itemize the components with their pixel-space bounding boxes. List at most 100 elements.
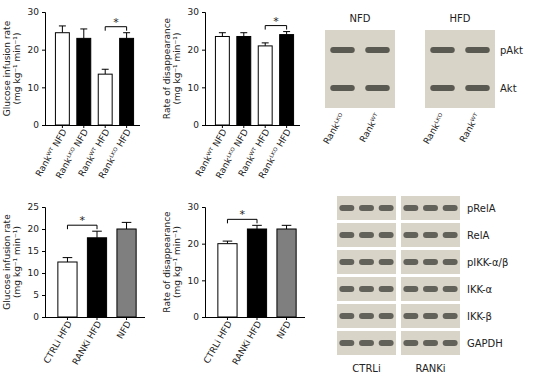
error-bar [80, 29, 87, 38]
axis-line [42, 208, 46, 318]
lane-label: Rankᴸᴷᴼ [421, 111, 447, 146]
blot-strip [337, 250, 396, 274]
tick: Rankᴸᴷᴼ HFD [257, 125, 293, 180]
blot-band [339, 232, 354, 238]
bar [117, 229, 136, 317]
tick-mark [227, 317, 228, 320]
blot-strip [337, 331, 396, 355]
blot-band [465, 85, 490, 91]
error-bar [122, 222, 132, 229]
blot-band [403, 313, 418, 319]
tick-mark [286, 317, 287, 320]
blot-strip [401, 304, 460, 328]
bar [277, 229, 296, 317]
tick: CTRLi HFD [202, 317, 234, 365]
error-bar [219, 33, 226, 37]
error-bar [63, 258, 73, 262]
bar [237, 36, 251, 125]
tick: CTRLi HFD [42, 317, 74, 365]
tick-mark [105, 125, 106, 128]
tick-mark [42, 12, 45, 13]
tick-mark [202, 244, 205, 245]
tick-label: 10 [188, 83, 200, 93]
x-axis: Rankᵂᵀ NFDRankᴸᴷᴼ NFDRankᵂᵀ HFDRankᴸᴷᴼ H… [34, 125, 140, 180]
tick: 0 [33, 120, 45, 130]
plot-area [55, 26, 133, 125]
blot-band [423, 232, 438, 238]
y-axis-title: Rate of disappearance(mg kg⁻¹ min⁻¹) [162, 211, 182, 313]
tick-label: 20 [188, 45, 200, 55]
blot-band [359, 205, 374, 211]
group-label: RANKi [415, 363, 445, 374]
blot-band [339, 340, 354, 346]
tick-mark [42, 273, 45, 274]
blot-band [430, 85, 455, 91]
immunoblot: CTRLiRANKipRelARelApIKK-α/βIKK-αIKK-βGAP… [337, 196, 508, 374]
axis-line [42, 13, 46, 126]
bar [215, 36, 229, 125]
bar [280, 35, 294, 125]
blot-strip [337, 196, 396, 220]
axis-line [202, 208, 206, 318]
bar [98, 74, 112, 125]
tick-mark [265, 125, 266, 128]
tick-label: CTRLi HFD [202, 319, 234, 365]
blot-band [339, 313, 354, 319]
tick-label: Rankᴸᴷᴼ HFD [257, 127, 293, 180]
lane-label: Rankᵂᵀ [358, 111, 383, 144]
y-axis-title: Glucose infusion rate(mg kg⁻¹ min⁻¹) [2, 20, 22, 116]
tick-mark [42, 229, 45, 230]
y-axis: 0 10 20 30 [188, 7, 206, 130]
blot-band [443, 205, 458, 211]
significance-label: * [273, 15, 279, 28]
tick: NFD [115, 317, 133, 340]
plot-area [215, 32, 293, 125]
blot-strip [401, 250, 460, 274]
blot-membrane [325, 30, 395, 108]
tick-mark [202, 12, 205, 13]
tick-label: RANKi HFD [230, 319, 263, 366]
blot-band [423, 259, 438, 265]
chart-panel: 0102030CTRLi HFDRANKi HFDNFDRate of disa… [162, 202, 305, 366]
error-bar [102, 69, 109, 74]
tick: 30 [188, 7, 205, 17]
error-bar [240, 33, 247, 37]
tick-label: 10 [28, 83, 40, 93]
tick: 20 [188, 45, 205, 55]
blot-band [423, 286, 438, 292]
significance-label: * [113, 16, 119, 29]
axis-line [202, 13, 206, 126]
blot-strip [337, 223, 396, 247]
bar [218, 244, 237, 317]
blot-band [379, 205, 394, 211]
immunoblot: NFDRankᴸᴷᴼRankᵂᵀHFDRankᴸᴷᴼRankᵂᵀpAktAkt [321, 13, 523, 146]
tick-mark [126, 317, 127, 320]
blot-strip [337, 304, 396, 328]
tick: 25 [28, 202, 45, 212]
blot-header: NFD [350, 13, 371, 24]
error-bar [282, 225, 292, 229]
row-label: pAkt [500, 45, 523, 56]
error-bar [59, 26, 66, 33]
blot-band [339, 259, 354, 265]
blot-band [423, 313, 438, 319]
tick-mark [42, 87, 45, 88]
axis-line [45, 125, 140, 126]
row-label: IKK-β [467, 311, 492, 322]
tick-mark [42, 317, 45, 318]
tick-label: 30 [188, 7, 200, 17]
tick: 30 [188, 202, 205, 212]
blot-band [365, 85, 390, 91]
plot-area [58, 222, 136, 317]
blot-band [365, 47, 390, 53]
tick: 10 [188, 276, 205, 286]
tick-label: 0 [193, 120, 199, 130]
row-label: IKK-α [467, 284, 493, 295]
tick-label: 30 [28, 7, 40, 17]
blot-band [443, 259, 458, 265]
blot-header: HFD [450, 13, 471, 24]
tick-label: 15 [28, 246, 39, 256]
tick-mark [202, 317, 205, 318]
group-label: CTRLi [352, 363, 380, 374]
tick: RANKi HFD [70, 317, 103, 367]
